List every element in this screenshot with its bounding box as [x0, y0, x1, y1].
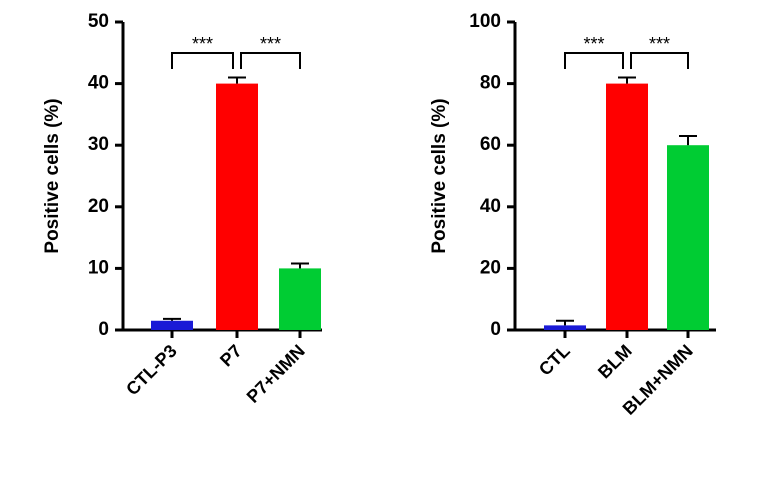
- significance-label: ***: [649, 34, 670, 54]
- significance-label: ***: [260, 34, 281, 54]
- y-tick-label: 0: [490, 319, 501, 340]
- y-axis-title: Positive cells (%): [42, 98, 63, 253]
- y-tick-label: 60: [480, 134, 501, 155]
- y-tick-label: 80: [480, 73, 501, 94]
- significance-label: ***: [192, 34, 213, 54]
- y-tick-label: 100: [469, 11, 501, 32]
- y-tick-label: 10: [88, 257, 109, 278]
- y-axis-title: Positive cells (%): [429, 98, 450, 253]
- bar: [216, 83, 258, 330]
- x-tick-label: BLM: [594, 341, 636, 383]
- y-tick-label: 20: [480, 257, 501, 278]
- y-tick-label: 0: [98, 319, 109, 340]
- significance-bracket: [240, 52, 301, 69]
- y-tick-label: 50: [88, 11, 109, 32]
- significance-bracket: [564, 52, 624, 69]
- y-tick-label: 40: [88, 73, 109, 94]
- bar: [544, 325, 586, 330]
- chart: 0 10 20 30 40 50 Positive cells (%) CTL-P3 P7P7+…: [42, 11, 322, 407]
- significance-label: ***: [583, 34, 604, 54]
- bar: [667, 145, 709, 330]
- y-tick-label: 30: [88, 134, 109, 155]
- x-tick-label: P7+NMN: [243, 341, 309, 407]
- significance-bracket: [630, 52, 689, 69]
- x-tick-label: P7: [216, 341, 246, 371]
- y-tick-label: 40: [480, 196, 501, 217]
- x-tick-label: CTL-P3: [122, 341, 181, 400]
- bar: [606, 83, 648, 330]
- significance-bracket: [171, 52, 234, 69]
- y-tick-label: 20: [88, 196, 109, 217]
- x-tick-label: CTL: [535, 341, 574, 380]
- bar: [279, 268, 321, 330]
- bar: [151, 320, 193, 330]
